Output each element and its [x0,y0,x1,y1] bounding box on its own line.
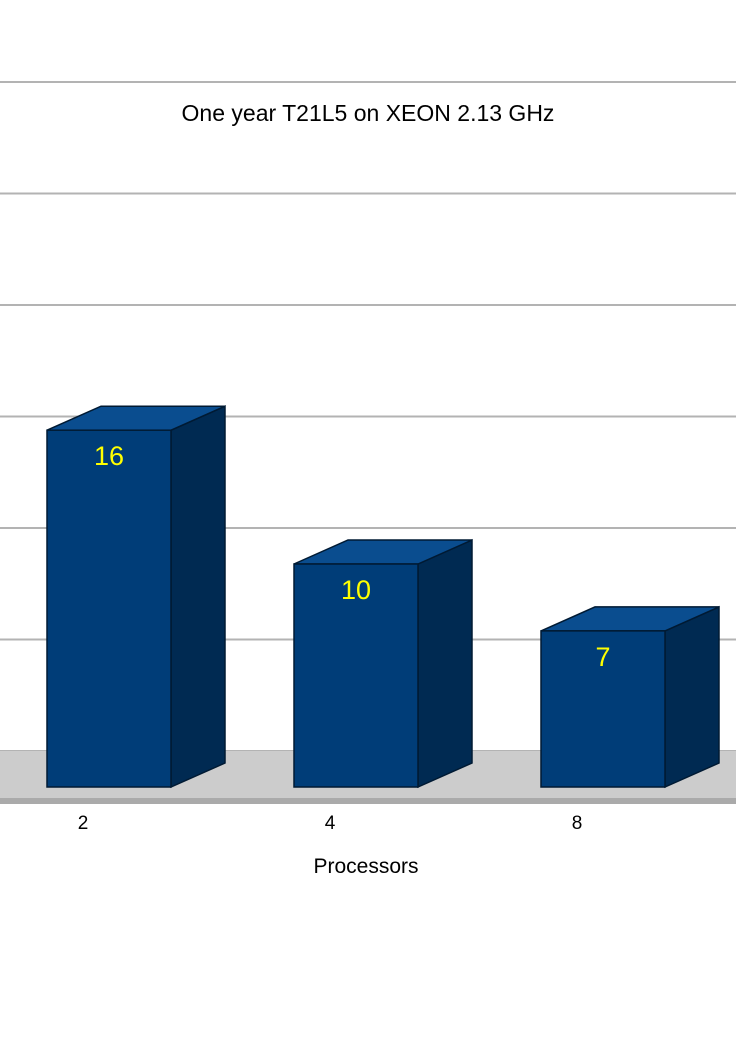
data-labels: 16 10 7 [94,441,611,672]
x-axis-label: Processors [313,855,418,878]
bar-front [46,429,172,788]
x-tick-label: 8 [572,813,583,834]
x-tick-label: 4 [325,813,336,834]
data-label: 10 [341,575,371,605]
bar-front [540,630,666,788]
bar-side [417,538,473,789]
x-tick-labels: 2 4 8 [78,813,583,834]
bar-2 [46,405,226,789]
chart-title: One year T21L5 on XEON 2.13 GHz [182,100,555,126]
data-label: 7 [595,642,610,672]
bar-side [170,405,226,789]
bars [46,405,720,789]
data-label: 16 [94,441,124,471]
bar-side [664,605,720,789]
bar-front [293,563,419,788]
bar-4 [293,538,473,789]
bar-8 [540,605,720,789]
x-tick-label: 2 [78,813,89,834]
